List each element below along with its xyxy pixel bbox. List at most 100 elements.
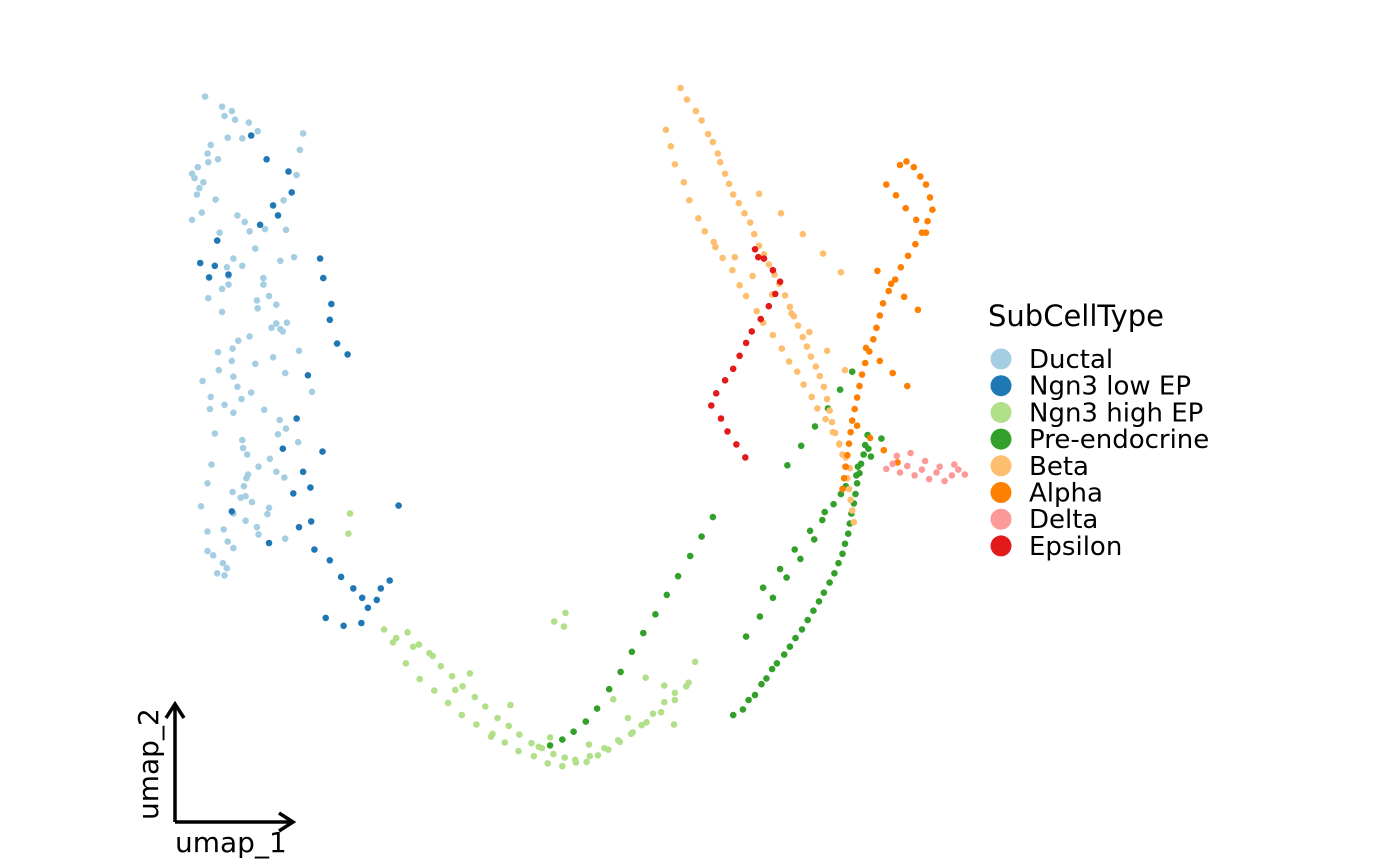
- data-point: [562, 609, 569, 617]
- data-point: [459, 683, 466, 690]
- data-point: [239, 444, 247, 452]
- data-point: [380, 626, 388, 633]
- data-point: [810, 536, 818, 543]
- data-point: [205, 158, 212, 166]
- data-point: [254, 127, 261, 135]
- data-point: [729, 711, 737, 719]
- data-point: [328, 300, 335, 308]
- data-point: [225, 271, 232, 278]
- data-point: [601, 744, 608, 752]
- data-point: [572, 759, 580, 766]
- data-point: [839, 550, 846, 558]
- data-point: [685, 679, 692, 686]
- series-alpha: [839, 158, 936, 493]
- series-pre-endocrine: [546, 368, 885, 749]
- data-point: [629, 729, 636, 736]
- data-point: [239, 436, 246, 444]
- data-point: [961, 471, 969, 478]
- data-point: [876, 312, 884, 319]
- data-point: [546, 734, 554, 741]
- data-point: [386, 577, 394, 584]
- data-point: [585, 741, 593, 748]
- data-point: [221, 401, 228, 409]
- data-point: [841, 366, 849, 374]
- data-point: [842, 463, 850, 471]
- data-point: [755, 253, 762, 261]
- data-point: [246, 333, 253, 340]
- legend-key-ngn3-high-ep: [990, 401, 1012, 423]
- data-point: [848, 507, 856, 514]
- data-point: [273, 320, 280, 327]
- data-point: [751, 246, 759, 253]
- data-point: [274, 212, 282, 219]
- data-point: [806, 527, 814, 535]
- legend-key-ngn3-low-ep: [990, 375, 1012, 397]
- data-point: [234, 383, 241, 391]
- data-point: [230, 409, 237, 417]
- data-point: [358, 594, 366, 602]
- data-point: [844, 451, 851, 459]
- data-point: [821, 508, 828, 516]
- data-point: [197, 503, 205, 510]
- data-point: [773, 660, 781, 667]
- data-point: [710, 238, 717, 246]
- data-point: [216, 229, 223, 236]
- data-point: [247, 389, 255, 396]
- data-point: [879, 300, 887, 307]
- data-point: [786, 643, 794, 650]
- data-point: [285, 168, 292, 175]
- data-point: [847, 428, 854, 436]
- data-point: [776, 278, 784, 286]
- data-point: [561, 754, 568, 761]
- data-point: [570, 728, 577, 735]
- data-point: [501, 739, 509, 746]
- data-point: [841, 540, 849, 548]
- data-point: [701, 228, 709, 235]
- data-point: [836, 386, 844, 394]
- data-point: [535, 743, 543, 751]
- data-point: [733, 441, 740, 448]
- data-point: [799, 333, 807, 341]
- data-point: [807, 353, 815, 360]
- data-point: [344, 351, 351, 358]
- data-point: [208, 461, 215, 468]
- data-point: [924, 217, 931, 225]
- umap-1-arrowhead: [278, 811, 297, 833]
- data-point: [255, 463, 262, 471]
- data-point: [719, 254, 726, 262]
- data-point: [277, 257, 284, 265]
- data-point: [311, 546, 318, 553]
- data-point: [253, 523, 261, 531]
- data-point: [209, 552, 217, 559]
- data-point: [785, 358, 793, 365]
- data-point: [560, 623, 568, 630]
- data-point: [642, 674, 649, 681]
- data-point: [652, 611, 659, 618]
- data-point: [896, 161, 904, 169]
- data-point: [804, 616, 811, 624]
- data-point: [753, 307, 760, 315]
- data-point: [848, 417, 856, 424]
- data-point: [640, 629, 647, 637]
- data-point: [929, 206, 936, 213]
- data-point: [852, 490, 859, 498]
- data-point: [892, 192, 900, 199]
- data-point: [667, 143, 675, 150]
- data-point: [823, 347, 831, 355]
- data-point: [691, 658, 699, 666]
- data-point: [784, 462, 791, 469]
- data-point: [887, 280, 895, 288]
- data-point: [812, 363, 820, 370]
- data-point: [247, 132, 255, 139]
- x-axis-label: umap_1: [175, 826, 287, 859]
- data-point: [610, 696, 617, 703]
- data-point: [820, 383, 828, 391]
- data-point: [242, 492, 249, 500]
- data-point: [231, 116, 239, 123]
- data-point: [933, 469, 940, 476]
- data-point: [662, 126, 670, 134]
- data-point: [788, 310, 795, 317]
- data-point: [282, 425, 290, 432]
- data-point: [862, 344, 870, 352]
- data-point: [528, 739, 535, 747]
